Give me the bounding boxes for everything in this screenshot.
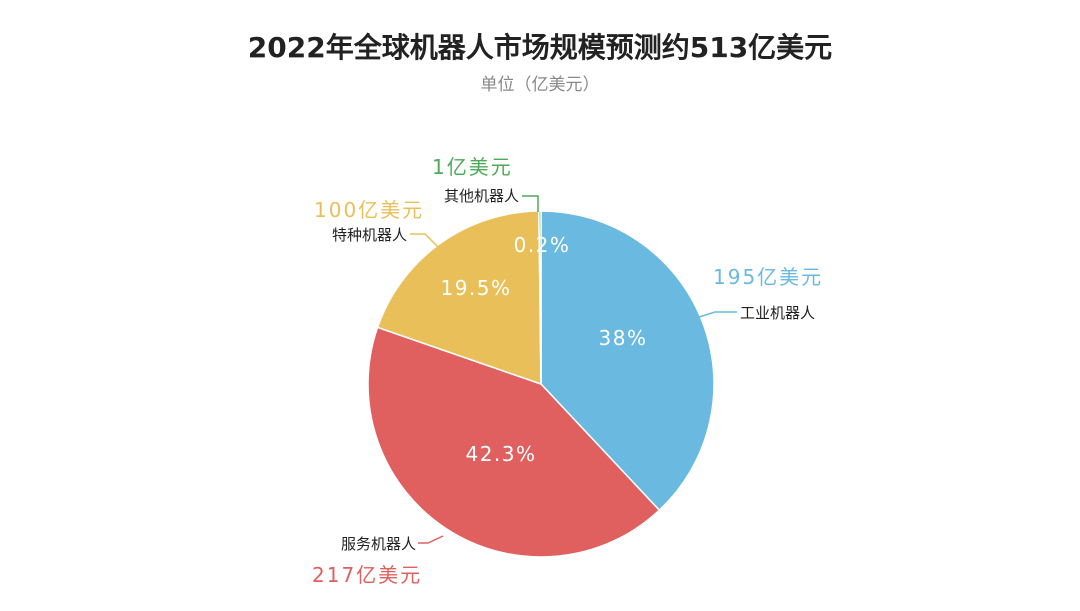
leader-lines — [410, 195, 737, 544]
leader-line-other — [522, 195, 539, 212]
pie-slice-service — [367, 326, 661, 558]
pie-slice-special — [376, 210, 542, 386]
pie-slice-other — [538, 210, 542, 385]
leader-line-service — [418, 535, 444, 544]
category-label-service: 服务机器人 — [341, 535, 416, 553]
pie-slices — [367, 210, 715, 558]
leader-line-special — [410, 233, 439, 248]
value-label-industrial: 195亿美元 — [713, 265, 823, 289]
percent-label-industrial: 38% — [599, 326, 648, 350]
pie-slice-industrial — [540, 210, 715, 512]
percent-label-service: 42.3% — [465, 442, 536, 466]
category-label-industrial: 工业机器人 — [740, 304, 815, 322]
category-label-other: 其他机器人 — [444, 187, 519, 205]
percent-labels: 38% 42.3% 19.5%0.2% — [440, 233, 648, 466]
chart-subtitle: 单位（亿美元） — [481, 75, 600, 95]
percent-label-other: 0.2% — [514, 233, 571, 257]
chart-title: 2022年全球机器人市场规模预测约513亿美元 — [248, 31, 832, 64]
percent-label-special: 19.5% — [440, 276, 511, 300]
value-label-service: 217亿美元 — [312, 563, 422, 587]
leader-line-industrial — [695, 311, 737, 319]
value-label-other: 1亿美元 — [432, 155, 513, 179]
category-label-special: 特种机器人 — [332, 226, 407, 244]
value-label-special: 100亿美元 — [314, 198, 424, 222]
